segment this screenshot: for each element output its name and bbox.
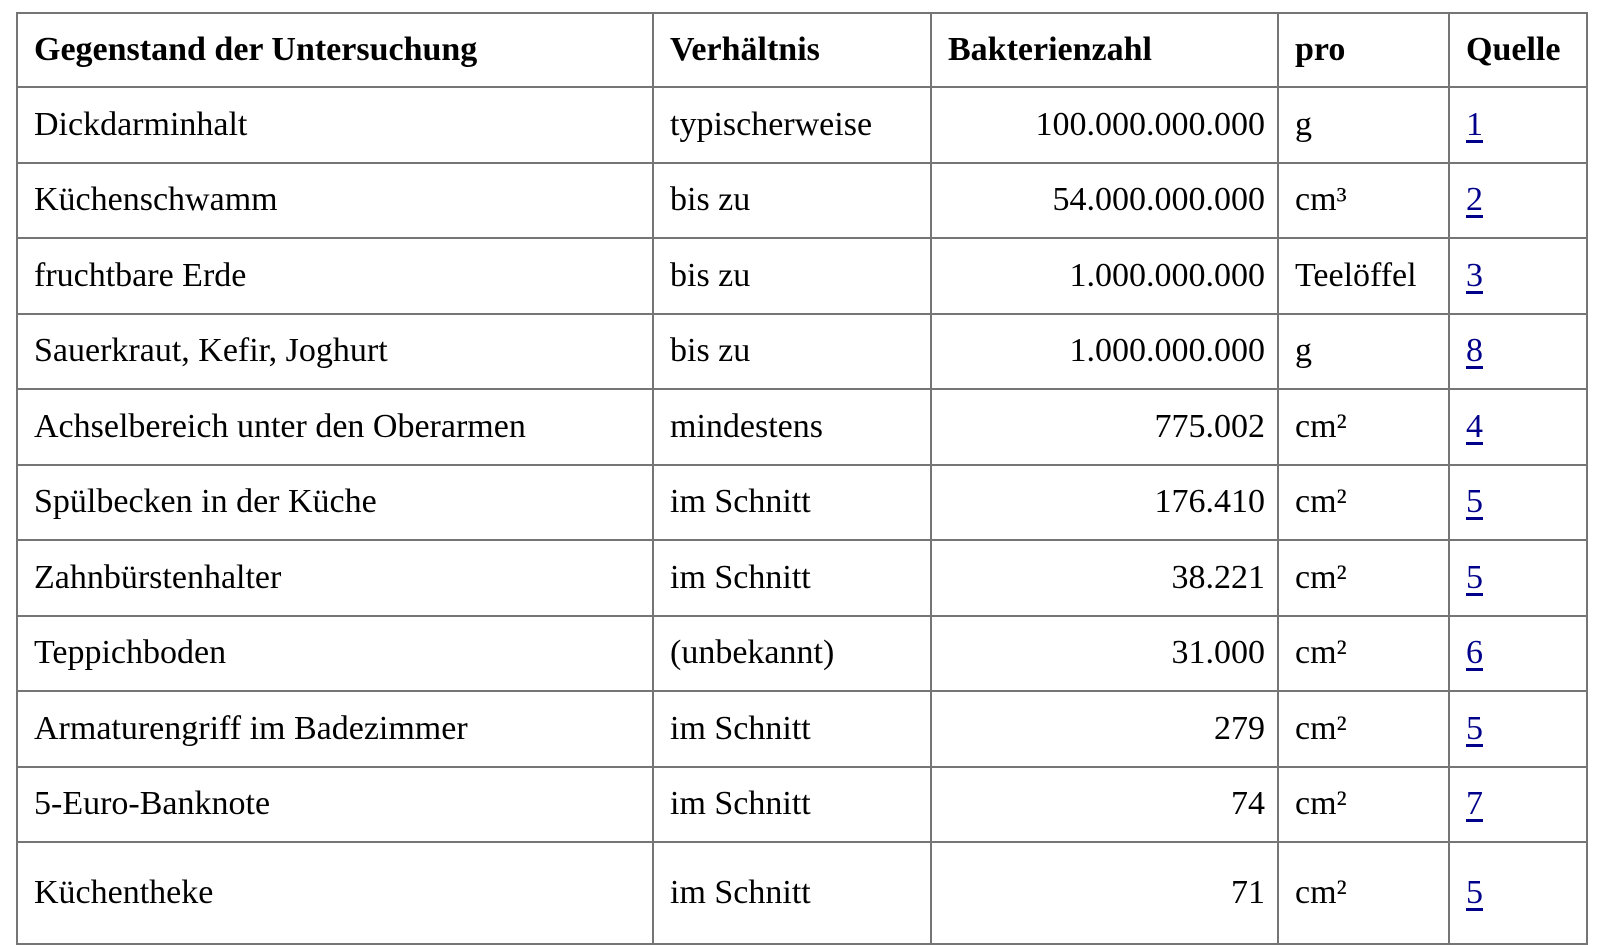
cell-bakterienzahl: 279	[930, 690, 1279, 768]
table-row: Küchenschwamm bis zu 54.000.000.000 cm³ 2	[16, 161, 1588, 239]
cell-verhaeltnis: im Schnitt	[652, 463, 932, 541]
cell-gegenstand: Achselbereich unter den Oberarmen	[16, 388, 654, 466]
cell-quelle: 8	[1448, 312, 1588, 390]
table-header-row: Gegenstand der Untersuchung Verhältnis B…	[16, 12, 1588, 88]
cell-verhaeltnis: im Schnitt	[652, 690, 932, 768]
source-link[interactable]: 2	[1466, 181, 1483, 219]
table-row: Spülbecken in der Küche im Schnitt 176.410…	[16, 463, 1588, 541]
cell-verhaeltnis: bis zu	[652, 312, 932, 390]
cell-bakterienzahl: 31.000	[930, 614, 1279, 692]
source-link[interactable]: 5	[1466, 709, 1483, 747]
cell-verhaeltnis: im Schnitt	[652, 539, 932, 617]
cell-bakterienzahl: 54.000.000.000	[930, 161, 1279, 239]
cell-gegenstand: Sauerkraut, Kefir, Joghurt	[16, 312, 654, 390]
cell-quelle: 5	[1448, 463, 1588, 541]
cell-pro: cm²	[1277, 463, 1450, 541]
header-bakterienzahl: Bakterienzahl	[930, 12, 1279, 88]
table-row: Achselbereich unter den Oberarmen mindest…	[16, 388, 1588, 466]
source-link[interactable]: 3	[1466, 256, 1483, 294]
source-link[interactable]: 5	[1466, 558, 1483, 596]
header-verhaeltnis: Verhältnis	[652, 12, 932, 88]
cell-quelle: 2	[1448, 161, 1588, 239]
source-link[interactable]: 5	[1466, 483, 1483, 521]
cell-pro: g	[1277, 86, 1450, 164]
source-link[interactable]: 8	[1466, 332, 1483, 370]
cell-bakterienzahl: 1.000.000.000	[930, 237, 1279, 315]
cell-quelle: 6	[1448, 614, 1588, 692]
source-link[interactable]: 4	[1466, 407, 1483, 445]
cell-pro: g	[1277, 312, 1450, 390]
header-quelle: Quelle	[1448, 12, 1588, 88]
cell-verhaeltnis: im Schnitt	[652, 765, 932, 843]
cell-bakterienzahl: 100.000.000.000	[930, 86, 1279, 164]
table-row: Armaturengriff im Badezimmer im Schnitt 27…	[16, 690, 1588, 768]
cell-gegenstand: Dickdarminhalt	[16, 86, 654, 164]
cell-bakterienzahl: 74	[930, 765, 1279, 843]
cell-bakterienzahl: 38.221	[930, 539, 1279, 617]
cell-quelle: 3	[1448, 237, 1588, 315]
table-body: Dickdarminhalt typischerweise 100.000.000.…	[16, 86, 1588, 945]
cell-bakterienzahl: 775.002	[930, 388, 1279, 466]
source-link[interactable]: 5	[1466, 874, 1483, 911]
cell-verhaeltnis: mindestens	[652, 388, 932, 466]
cell-quelle: 5	[1448, 690, 1588, 768]
bacteria-table-container: Gegenstand der Untersuchung Verhältnis B…	[16, 12, 1588, 945]
cell-gegenstand: Spülbecken in der Küche	[16, 463, 654, 541]
bacteria-table: Gegenstand der Untersuchung Verhältnis B…	[16, 12, 1588, 945]
cell-pro: cm²	[1277, 841, 1450, 945]
cell-verhaeltnis: bis zu	[652, 161, 932, 239]
table-row: Dickdarminhalt typischerweise 100.000.000.…	[16, 86, 1588, 164]
cell-verhaeltnis: im Schnitt	[652, 841, 932, 945]
cell-pro: cm³	[1277, 161, 1450, 239]
cell-quelle: 7	[1448, 765, 1588, 843]
cell-pro: cm²	[1277, 539, 1450, 617]
source-link[interactable]: 1	[1466, 105, 1483, 143]
cell-verhaeltnis: (unbekannt)	[652, 614, 932, 692]
source-link[interactable]: 6	[1466, 634, 1483, 672]
cell-quelle: 5	[1448, 539, 1588, 617]
cell-gegenstand: Armaturengriff im Badezimmer	[16, 690, 654, 768]
cell-gegenstand: Teppichboden	[16, 614, 654, 692]
source-link[interactable]: 7	[1466, 785, 1483, 823]
cell-bakterienzahl: 71	[930, 841, 1279, 945]
cell-gegenstand: 5-Euro-Banknote	[16, 765, 654, 843]
cell-verhaeltnis: bis zu	[652, 237, 932, 315]
cell-bakterienzahl: 176.410	[930, 463, 1279, 541]
table-row: Sauerkraut, Kefir, Joghurt bis zu 1.000.00…	[16, 312, 1588, 390]
header-pro: pro	[1277, 12, 1450, 88]
table-row: Zahnbürstenhalter im Schnitt 38.221 cm² 5	[16, 539, 1588, 617]
cell-gegenstand: Küchentheke	[16, 841, 654, 945]
cell-gegenstand: Zahnbürstenhalter	[16, 539, 654, 617]
cell-pro: cm²	[1277, 614, 1450, 692]
header-gegenstand: Gegenstand der Untersuchung	[16, 12, 654, 88]
cell-pro: cm²	[1277, 765, 1450, 843]
cell-pro: cm²	[1277, 388, 1450, 466]
cell-quelle: 4	[1448, 388, 1588, 466]
table-row: 5-Euro-Banknote im Schnitt 74 cm² 7	[16, 765, 1588, 843]
cell-verhaeltnis: typischerweise	[652, 86, 932, 164]
table-row: fruchtbare Erde bis zu 1.000.000.000 Teelöf…	[16, 237, 1588, 315]
cell-quelle: 5	[1448, 841, 1588, 945]
cell-pro: cm²	[1277, 690, 1450, 768]
cell-pro: Teelöffel	[1277, 237, 1450, 315]
table-row: Küchentheke im Schnitt 71 cm² 5	[16, 841, 1588, 945]
cell-bakterienzahl: 1.000.000.000	[930, 312, 1279, 390]
cell-gegenstand: fruchtbare Erde	[16, 237, 654, 315]
table-row: Teppichboden (unbekannt) 31.000 cm² 6	[16, 614, 1588, 692]
cell-gegenstand: Küchenschwamm	[16, 161, 654, 239]
cell-quelle: 1	[1448, 86, 1588, 164]
